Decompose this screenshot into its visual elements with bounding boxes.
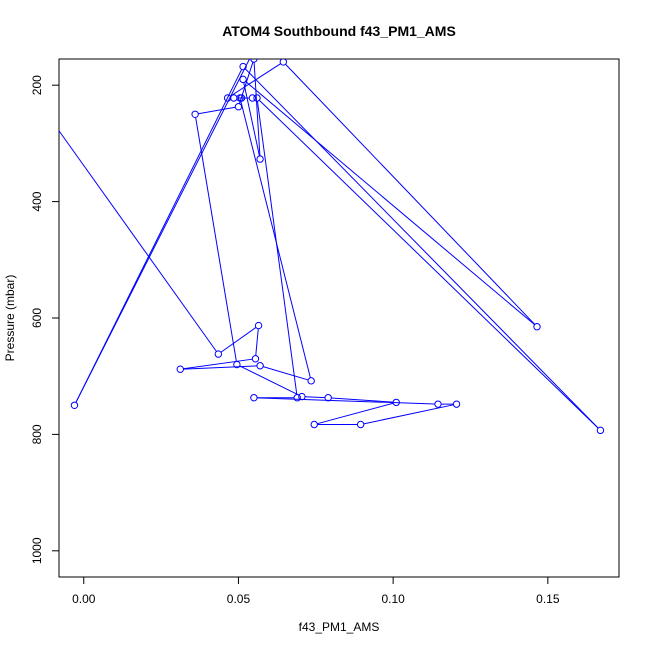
series-line-segment <box>183 365 257 370</box>
data-point <box>452 400 461 408</box>
series-line-segment <box>317 402 394 425</box>
series-line-segment <box>244 68 599 429</box>
data-point <box>310 420 318 429</box>
series-line-segment <box>239 365 300 396</box>
series-line-segment <box>258 99 599 429</box>
x-tick-label: 0.05 <box>227 592 251 606</box>
data-point <box>251 355 260 363</box>
data-point <box>293 394 301 402</box>
series-line-segment <box>256 101 298 395</box>
data-point <box>324 394 332 402</box>
data-point <box>298 392 306 401</box>
series-line-segment <box>183 358 253 370</box>
series-line-segment <box>243 82 260 157</box>
data-point <box>214 350 223 358</box>
data-point <box>392 398 400 407</box>
series-line-segment <box>255 328 259 356</box>
series-line-segment <box>238 61 254 104</box>
data-point <box>223 94 232 102</box>
y-tick-label: 400 <box>30 191 44 211</box>
series-line-segment <box>257 397 435 405</box>
data-point <box>191 110 199 118</box>
data-point <box>256 155 264 163</box>
y-axis: 200 400 600 800 1000 <box>30 75 60 564</box>
data-point <box>234 103 243 111</box>
chart-title: ATOM4 Southbound f43_PM1_AMS <box>222 23 456 39</box>
data-point <box>176 365 184 373</box>
data-point <box>248 94 257 102</box>
data-point <box>239 62 247 71</box>
x-tick-label: 0.00 <box>72 592 96 606</box>
data-point <box>356 420 365 429</box>
series-line-segment <box>331 397 394 403</box>
x-tick-label: 0.10 <box>381 592 405 606</box>
series-line-segment <box>263 366 309 381</box>
y-tick-label: 800 <box>30 424 44 444</box>
series-line-segment <box>75 59 251 403</box>
y-tick-label: 1000 <box>30 537 44 564</box>
y-tick-label: 200 <box>30 75 44 95</box>
data-point <box>256 362 264 370</box>
data-point <box>233 360 241 369</box>
series-line-segment <box>363 404 454 425</box>
x-axis-label: f43_PM1_AMS <box>299 620 380 634</box>
series-line-segment <box>195 117 237 362</box>
data-point <box>307 377 315 385</box>
series-line-segment <box>285 63 536 325</box>
data-point <box>70 401 79 410</box>
plot-area <box>59 59 605 435</box>
x-tick-label: 0.15 <box>536 592 560 606</box>
data-point <box>237 94 246 102</box>
data-point <box>250 394 258 402</box>
data-point <box>239 75 247 84</box>
data-point <box>533 323 541 331</box>
data-point <box>434 400 442 408</box>
series-line-segment <box>220 327 257 353</box>
y-tick-label: 600 <box>30 308 44 328</box>
series-line-segment <box>305 396 325 399</box>
series-line-segment <box>253 62 261 156</box>
x-axis: 0.00 0.05 0.10 0.15 <box>72 576 560 606</box>
data-point <box>596 426 605 435</box>
data-point <box>230 94 238 102</box>
series-line-segment <box>245 81 535 326</box>
data-point <box>254 321 263 330</box>
data-point <box>279 59 288 66</box>
series-line-segment <box>59 129 217 352</box>
y-axis-label: Pressure (mbar) <box>3 275 17 362</box>
data-point <box>250 59 258 63</box>
plot-frame <box>58 58 620 578</box>
series-line-segment <box>198 106 236 115</box>
data-point <box>253 94 261 102</box>
